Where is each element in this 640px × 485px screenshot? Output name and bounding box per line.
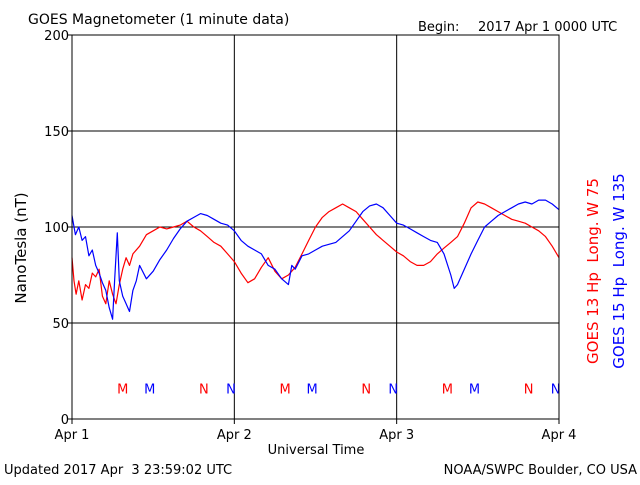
annotation-m-8: M (442, 382, 453, 397)
annotation-n-2: N (199, 382, 209, 397)
y-axis-label: NanoTesla (nT) (12, 192, 30, 303)
annotation-n-11: N (551, 382, 561, 397)
updated-text: Updated 2017 Apr 3 23:59:02 UTC (4, 463, 232, 478)
y-tick-label-100: 100 (44, 221, 69, 236)
annotation-m-1: M (144, 382, 155, 397)
annotation-n-3: N (226, 382, 236, 397)
series-lines (71, 199, 560, 320)
x-tick-labels: Apr 1 Apr 2 Apr 3 Apr 4 (55, 419, 577, 443)
x-tick-label-24: Apr 2 (217, 428, 252, 443)
grid (72, 35, 559, 419)
annotation-m-4: M (279, 382, 290, 397)
y-tick-label-200: 200 (44, 29, 69, 44)
annotation-m-0: M (117, 382, 128, 397)
legend-goes13: GOES 13 Hp Long. W 75 (584, 178, 602, 364)
x-tick-label-0: Apr 1 (55, 428, 90, 443)
series-line-goes13 (71, 201, 560, 305)
x-tick-label-72: Apr 4 (542, 428, 577, 443)
begin-value: 2017 Apr 1 0000 UTC (478, 20, 617, 35)
x-axis-label: Universal Time (268, 443, 365, 458)
begin-label: Begin: (418, 20, 459, 35)
legend-goes15: GOES 15 Hp Long. W 135 (610, 173, 628, 368)
x-tick-label-48: Apr 3 (379, 428, 414, 443)
annotation-n-10: N (524, 382, 534, 397)
credit-text: NOAA/SWPC Boulder, CO USA (444, 463, 637, 478)
y-tick-label-150: 150 (44, 125, 69, 140)
series-line-goes15 (71, 199, 560, 320)
chart-title: GOES Magnetometer (1 minute data) (28, 12, 289, 28)
annotation-m-5: M (307, 382, 318, 397)
annotation-n-7: N (388, 382, 398, 397)
annotation-m-9: M (469, 382, 480, 397)
y-tick-label-50: 50 (52, 317, 69, 332)
y-tick-labels: 0 50 100 150 200 (44, 29, 72, 428)
y-tick-label-0: 0 (61, 413, 69, 428)
annotation-n-6: N (361, 382, 371, 397)
